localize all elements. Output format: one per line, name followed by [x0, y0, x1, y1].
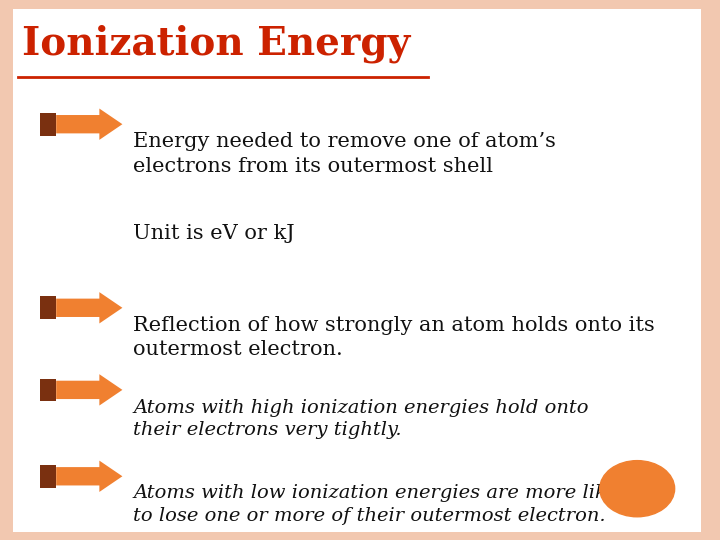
Bar: [40, 113, 56, 136]
FancyArrow shape: [56, 374, 122, 406]
FancyArrow shape: [56, 461, 122, 492]
Text: Reflection of how strongly an atom holds onto its
outermost electron.: Reflection of how strongly an atom holds…: [133, 316, 655, 359]
Text: Atoms with low ionization energies are more likely
to lose one or more of their : Atoms with low ionization energies are m…: [133, 484, 636, 525]
Bar: [40, 465, 56, 488]
Circle shape: [600, 461, 675, 517]
Text: Ionization Energy: Ionization Energy: [22, 24, 410, 63]
Text: Unit is eV or kJ: Unit is eV or kJ: [133, 224, 294, 243]
Bar: [40, 296, 56, 319]
Text: Energy needed to remove one of atom’s
electrons from its outermost shell: Energy needed to remove one of atom’s el…: [133, 132, 556, 176]
FancyArrow shape: [56, 109, 122, 140]
Bar: [40, 379, 56, 401]
Text: Atoms with high ionization energies hold onto
their electrons very tightly.: Atoms with high ionization energies hold…: [133, 399, 589, 440]
FancyBboxPatch shape: [13, 9, 701, 532]
FancyArrow shape: [56, 292, 122, 323]
